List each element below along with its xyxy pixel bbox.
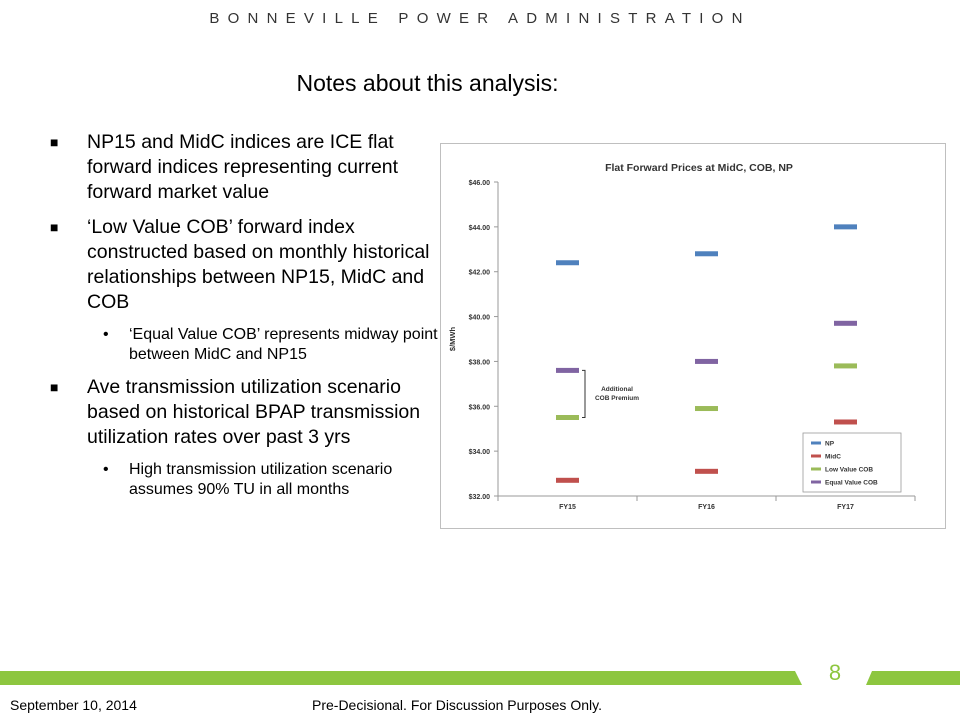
sub-bullet-text: ‘Equal Value COB’ represents midway poin…	[129, 326, 438, 363]
legend-swatch	[811, 467, 821, 471]
y-tick-label: $44.00	[469, 225, 491, 232]
y-tick-label: $36.00	[469, 404, 491, 411]
chart-title: Flat Forward Prices at MidC, COB, NP	[605, 162, 793, 174]
data-point-np	[834, 224, 857, 230]
legend-swatch	[811, 454, 821, 458]
footer-accent-bar	[0, 671, 960, 685]
annotation-label-line2: COB Premium	[595, 395, 639, 402]
bullet-item: ■ ‘Low Value COB’ forward index construc…	[50, 215, 440, 315]
y-tick-label: $46.00	[469, 180, 491, 187]
sub-bullet-item: • ‘Equal Value COB’ represents midway po…	[50, 325, 440, 365]
legend-swatch	[811, 480, 821, 484]
bullet-item: ■ Ave transmission utilization scenario …	[50, 375, 440, 450]
data-point-equal-value-cob	[834, 320, 857, 326]
bullet-text: Ave transmission utilization scenario ba…	[87, 376, 421, 448]
data-point-equal-value-cob	[556, 367, 579, 373]
data-point-midc	[695, 468, 718, 474]
footer-note: Pre-Decisional. For Discussion Purposes …	[312, 697, 602, 713]
org-header: BONNEVILLE POWER ADMINISTRATION	[209, 10, 751, 27]
y-axis-label: $/MWh	[448, 327, 457, 352]
footer-bar-left	[0, 671, 802, 685]
legend-swatch	[811, 441, 821, 445]
annotation-bracket	[582, 369, 586, 418]
dot-bullet-icon: •	[103, 461, 109, 478]
x-tick-label: FY16	[698, 504, 715, 511]
data-point-midc	[834, 419, 857, 425]
dot-bullet-icon: •	[103, 326, 109, 343]
bullet-text: NP15 and MidC indices are ICE flat forwa…	[87, 131, 399, 203]
y-tick-label: $38.00	[469, 359, 491, 366]
legend-label: MidC	[825, 454, 841, 461]
chart-frame: Flat Forward Prices at MidC, COB, NP $32.…	[440, 143, 946, 529]
data-point-low-value-cob	[695, 406, 718, 412]
sub-bullet-text: High transmission utilization scenario a…	[129, 461, 393, 498]
data-point-equal-value-cob	[695, 358, 718, 364]
bullet-item: ■ NP15 and MidC indices are ICE flat for…	[50, 130, 440, 205]
price-chart: Flat Forward Prices at MidC, COB, NP $32.…	[448, 162, 916, 511]
sub-bullet-item: • High transmission utilization scenario…	[50, 460, 440, 500]
x-tick-label: FY15	[559, 504, 576, 511]
x-tick-label: FY17	[837, 504, 854, 511]
bullet-list: ■ NP15 and MidC indices are ICE flat for…	[50, 130, 440, 510]
legend-label: NP	[825, 441, 835, 448]
y-tick-label: $42.00	[469, 270, 491, 277]
page-number: 8	[828, 660, 842, 685]
y-tick-label: $34.00	[469, 449, 491, 456]
data-point-np	[556, 260, 579, 266]
square-bullet-icon: ■	[50, 219, 59, 235]
data-point-midc	[556, 477, 579, 483]
data-point-low-value-cob	[556, 415, 579, 420]
footer-bar-right	[866, 671, 960, 685]
legend-label: Equal Value COB	[825, 480, 878, 487]
data-point-low-value-cob	[834, 363, 857, 369]
y-tick-label: $32.00	[469, 494, 491, 501]
square-bullet-icon: ■	[50, 134, 59, 150]
annotation-label-line1: Additional	[601, 386, 633, 393]
footer-date: September 10, 2014	[10, 697, 137, 713]
square-bullet-icon: ■	[50, 379, 59, 395]
slide-title: Notes about this analysis:	[296, 70, 559, 96]
data-point-np	[695, 251, 718, 257]
legend-label: Low Value COB	[825, 467, 873, 474]
y-tick-label: $40.00	[469, 315, 491, 322]
bullet-text: ‘Low Value COB’ forward index constructe…	[87, 216, 430, 313]
